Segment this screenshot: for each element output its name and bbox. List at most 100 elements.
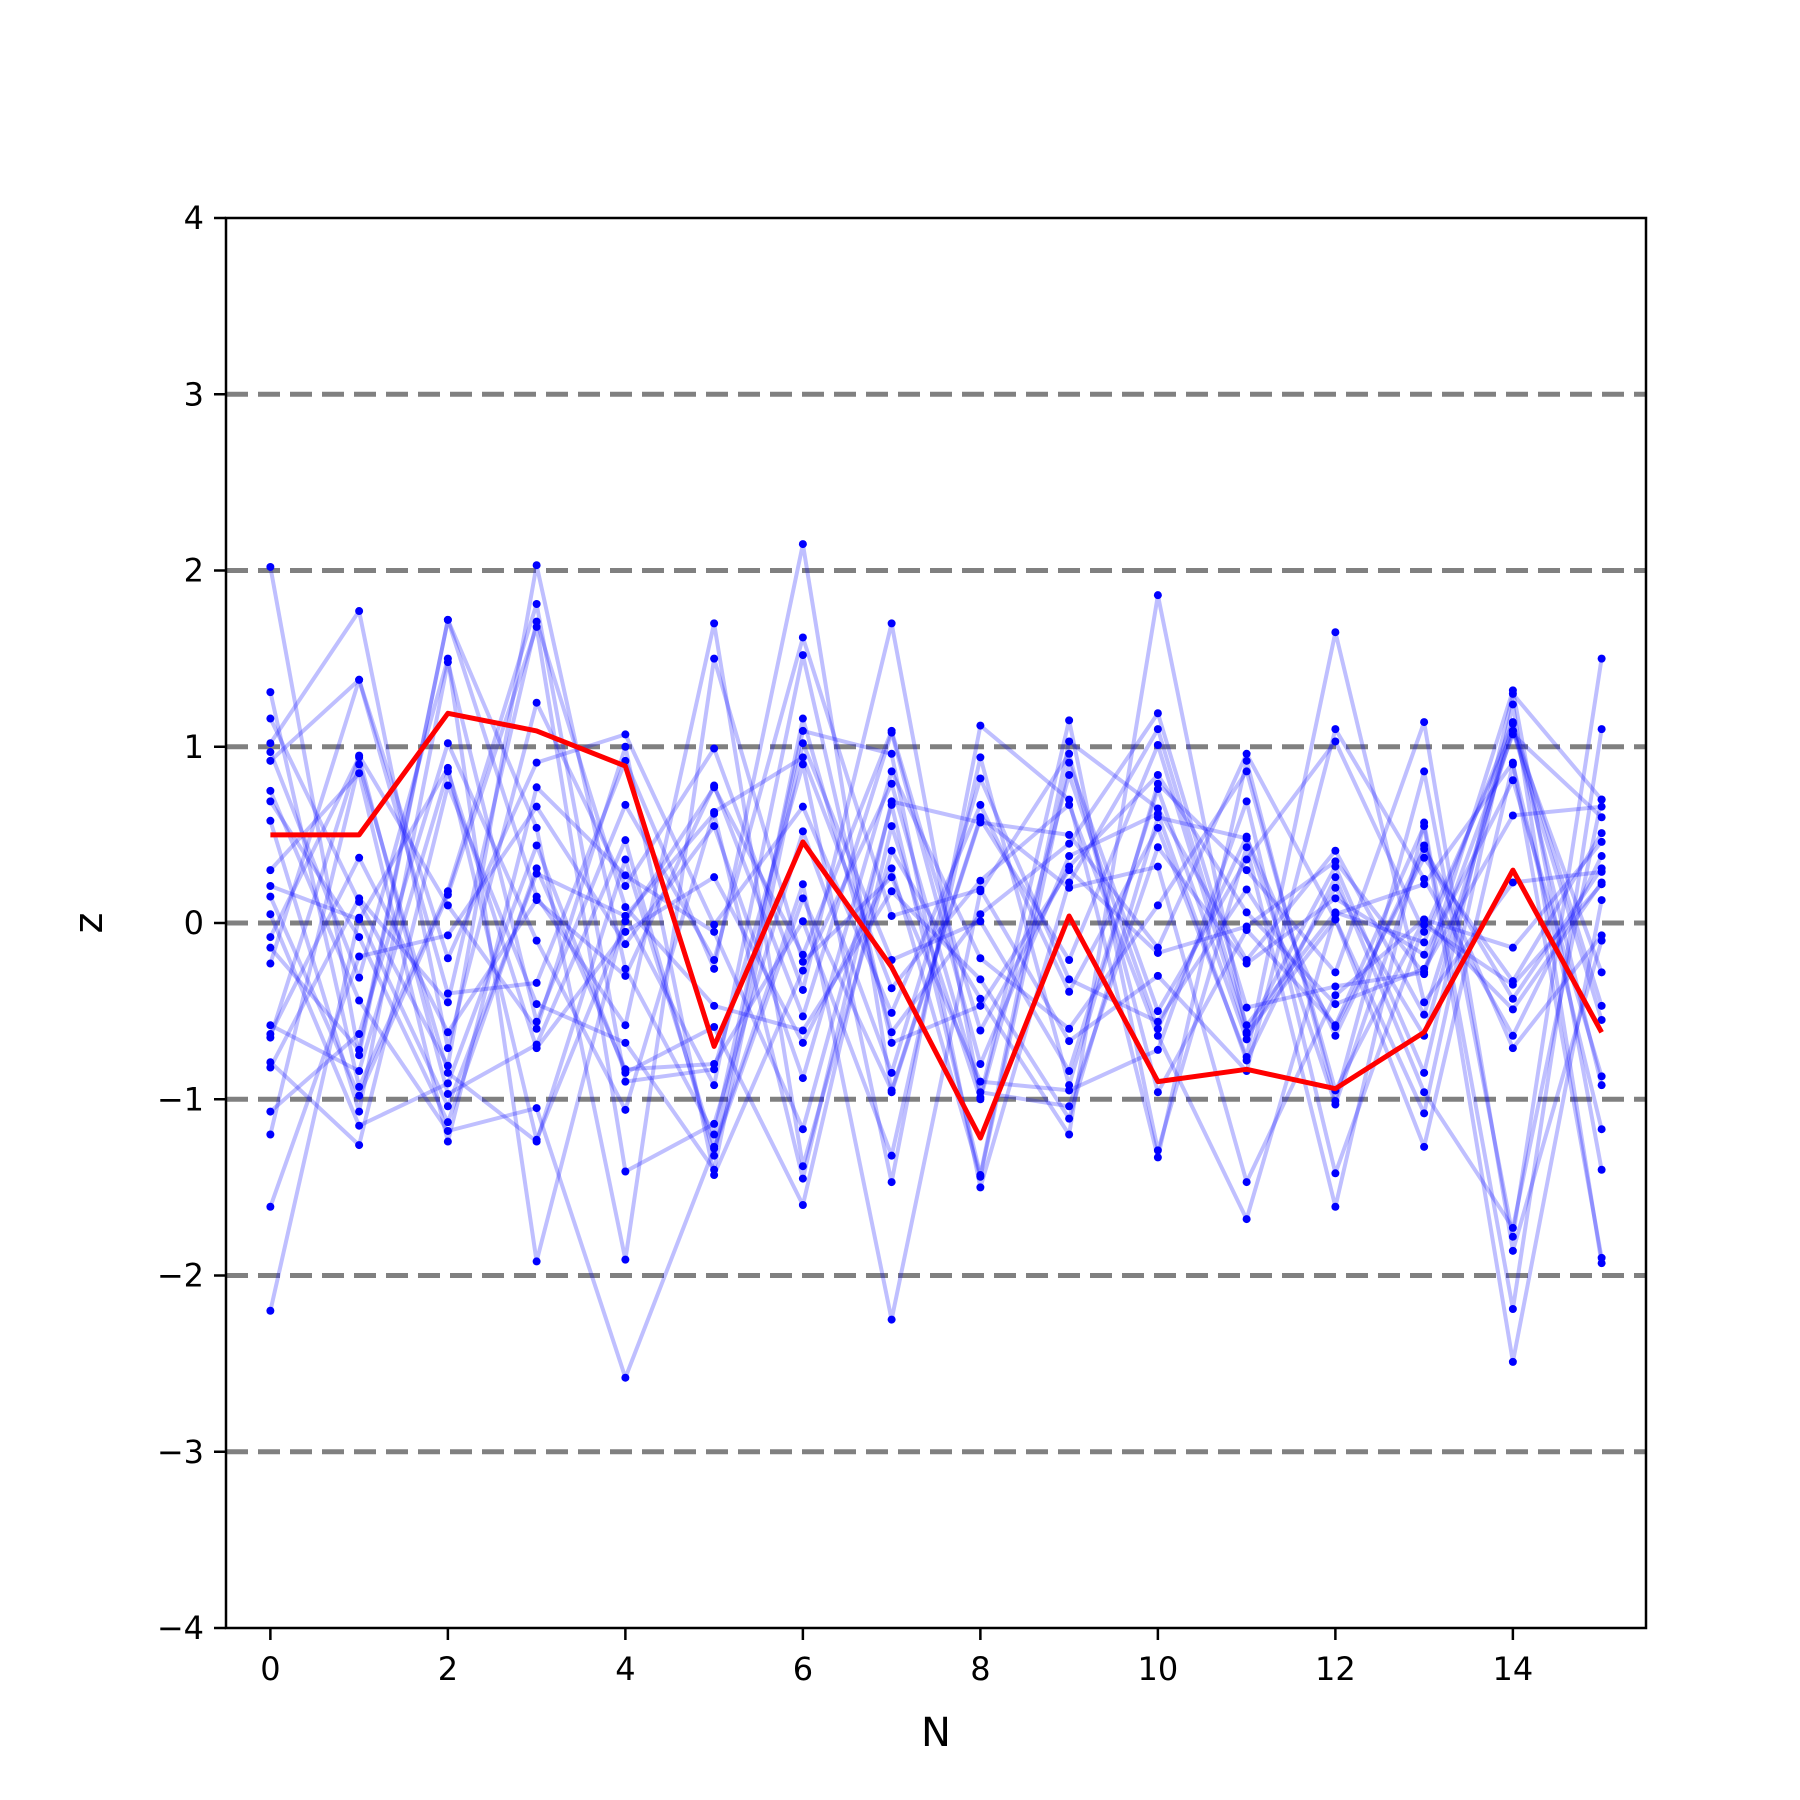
trace-point [532,1137,541,1146]
trace-line [268,563,1604,1190]
trace-point [887,846,896,855]
trace-point [1420,938,1429,947]
trace-point [1153,591,1162,600]
trace-point [1420,841,1429,850]
trace-point [355,894,364,903]
trace-point [621,730,630,739]
trace-point [532,1104,541,1113]
trace-point [355,1082,364,1091]
x-tick-label: 12 [1315,1650,1356,1688]
trace-point [1153,901,1162,910]
trace-point [710,619,719,628]
trace-point [1331,873,1340,882]
trace-point [710,956,719,965]
trace-point [355,853,364,862]
trace-point [887,767,896,776]
trace-point [1153,813,1162,822]
trace-point [621,1077,630,1086]
trace-point [976,721,985,730]
trace-point [1508,776,1517,785]
trace-point [266,1021,275,1030]
trace-point [532,869,541,878]
trace-point [887,864,896,873]
trace-point [355,769,364,778]
trace-point [443,658,452,667]
trace-point [1153,770,1162,779]
trace-line [268,602,1604,1239]
trace-point [798,739,807,748]
trace-point [355,933,364,942]
trace-point [798,985,807,994]
trace-point [355,760,364,769]
trace-point [976,994,985,1003]
trace-point [1065,1067,1074,1076]
trace-point [710,781,719,790]
trace-point [355,675,364,684]
trace-point [1242,749,1251,758]
trace-point [1242,885,1251,894]
trace-point [1420,822,1429,831]
trace-point [1420,950,1429,959]
trace-point [976,813,985,822]
y-tick-label: −3 [157,1433,204,1471]
trace-point [1065,737,1074,746]
trace-point [1331,982,1340,991]
trace-point [266,933,275,942]
trace-point [887,749,896,758]
trace-point [1508,994,1517,1003]
trace-point [710,964,719,973]
trace-point [1065,1114,1074,1123]
trace-point [266,1033,275,1042]
y-tick-label: 2 [184,552,204,590]
trace-point [887,779,896,788]
trace-point [1508,1031,1517,1040]
trace-point [266,816,275,825]
trace-point [266,910,275,919]
trace-point [355,1067,364,1076]
trace-point [798,802,807,811]
trace-point [443,1061,452,1070]
trace-point [1242,855,1251,864]
trace-line [268,566,1604,1169]
trace-point [798,917,807,926]
trace-point [887,1315,896,1324]
trace-point [1597,896,1606,905]
trace-point [1331,910,1340,919]
x-tick-label: 10 [1138,1650,1179,1688]
trace-point [1153,725,1162,734]
trace-point [798,957,807,966]
trace-point [1065,800,1074,809]
trace-point [532,758,541,767]
trace-line [269,728,1604,1179]
trace-point [443,781,452,790]
trace-point [887,822,896,831]
trace-point [1153,862,1162,871]
trace-line [268,609,1604,1311]
trace-point [1597,1001,1606,1010]
trace-point [1153,1045,1162,1054]
trace-point [443,1068,452,1077]
trace-line [268,688,1604,1171]
trace-point [1597,968,1606,977]
trace-point [1065,852,1074,861]
trace-point [1065,749,1074,758]
trace-point [798,1125,807,1134]
trace-point [976,975,985,984]
trace-point [710,1130,719,1139]
trace-point [798,1038,807,1047]
trace-point [976,876,985,885]
x-tick-label: 14 [1493,1650,1534,1688]
trace-point [621,836,630,845]
trace-point [1065,1130,1074,1139]
trace-point [532,936,541,945]
trace-point [1153,1017,1162,1026]
trace-point [887,873,896,882]
trace-point [887,1068,896,1077]
trace-point [1420,767,1429,776]
trace-point [1242,797,1251,806]
trace-point [621,911,630,920]
trace-point [532,1000,541,1009]
trace-point [1597,1125,1606,1134]
trace-point [355,1121,364,1130]
trace-point [1597,1015,1606,1024]
